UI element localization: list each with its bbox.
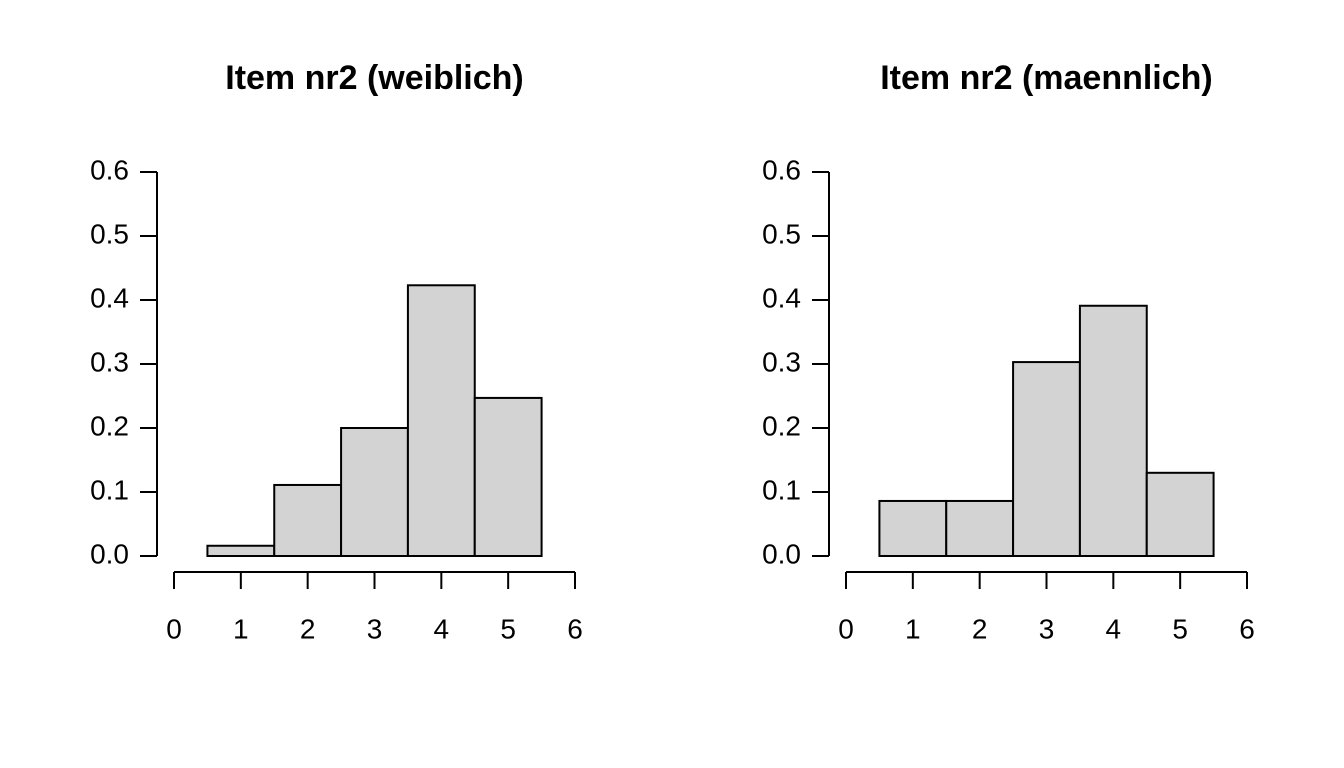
x-tick-label: 3	[367, 613, 383, 644]
y-tick-label: 0.2	[90, 410, 129, 441]
x-tick-label: 0	[838, 613, 854, 644]
x-tick-label: 4	[1106, 613, 1122, 644]
x-tick-label: 1	[233, 613, 249, 644]
y-tick-label: 0.0	[762, 538, 801, 569]
y-tick-label: 0.3	[762, 346, 801, 377]
histogram-bar	[1012, 361, 1081, 557]
histogram-bar	[945, 499, 1015, 557]
y-tick-label: 0.1	[90, 474, 129, 505]
y-tick-label: 0.5	[90, 218, 129, 249]
x-tick-label: 2	[300, 613, 316, 644]
histogram-bar	[878, 499, 948, 557]
y-tick-label: 0.0	[90, 538, 129, 569]
x-tick-label: 4	[434, 613, 450, 644]
y-tick-label: 0.3	[90, 346, 129, 377]
y-tick-label: 0.4	[762, 282, 801, 313]
x-tick-label: 6	[567, 613, 583, 644]
histogram-bar	[1078, 304, 1148, 558]
histogram-bar	[406, 284, 476, 557]
y-tick-label: 0.1	[762, 474, 801, 505]
y-tick-label: 0.2	[762, 410, 801, 441]
y-tick-label: 0.4	[90, 282, 129, 313]
x-tick-label: 5	[1172, 613, 1188, 644]
y-tick-label: 0.6	[90, 154, 129, 185]
x-tick-label: 1	[905, 613, 921, 644]
histogram-bar	[340, 427, 409, 557]
x-tick-label: 0	[166, 613, 182, 644]
histogram-bar	[273, 483, 343, 557]
histogram-bar	[206, 544, 276, 558]
histogram-bar	[473, 396, 543, 558]
chart-title: Item nr2 (weiblich)	[225, 59, 524, 97]
x-tick-label: 6	[1239, 613, 1255, 644]
chart-title: Item nr2 (maennlich)	[880, 59, 1213, 97]
y-tick-label: 0.5	[762, 218, 801, 249]
x-tick-label: 2	[972, 613, 988, 644]
x-tick-label: 3	[1039, 613, 1055, 644]
histogram-bar	[1145, 471, 1215, 557]
y-tick-label: 0.6	[762, 154, 801, 185]
x-tick-label: 5	[500, 613, 516, 644]
